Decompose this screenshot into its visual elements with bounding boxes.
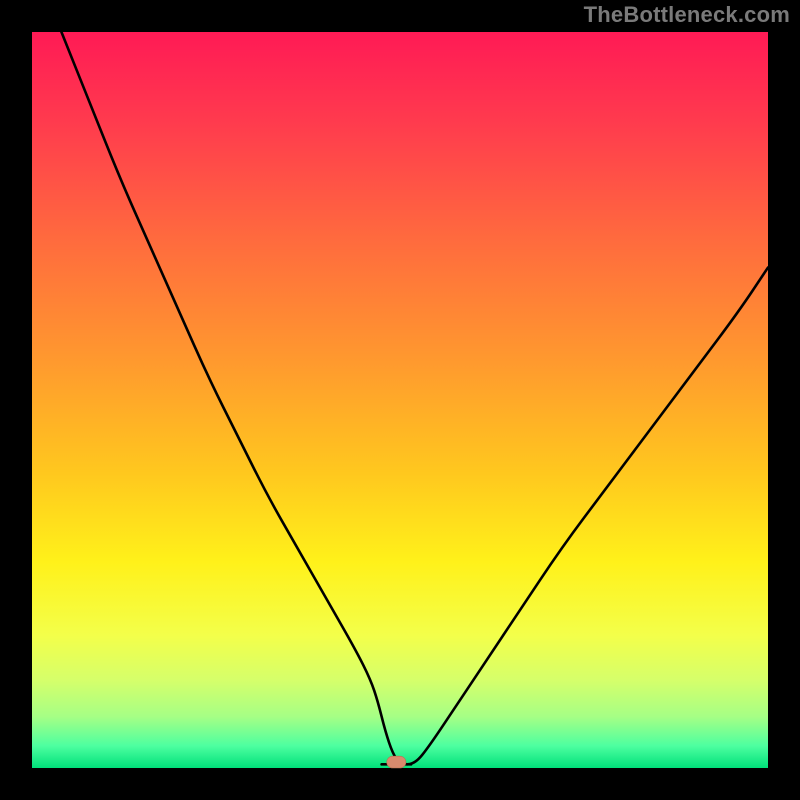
chart-container: TheBottleneck.com <box>0 0 800 800</box>
minimum-marker <box>387 756 406 768</box>
watermark-text: TheBottleneck.com <box>584 2 790 28</box>
bottleneck-curve-chart <box>0 0 800 800</box>
plot-background <box>32 32 768 768</box>
